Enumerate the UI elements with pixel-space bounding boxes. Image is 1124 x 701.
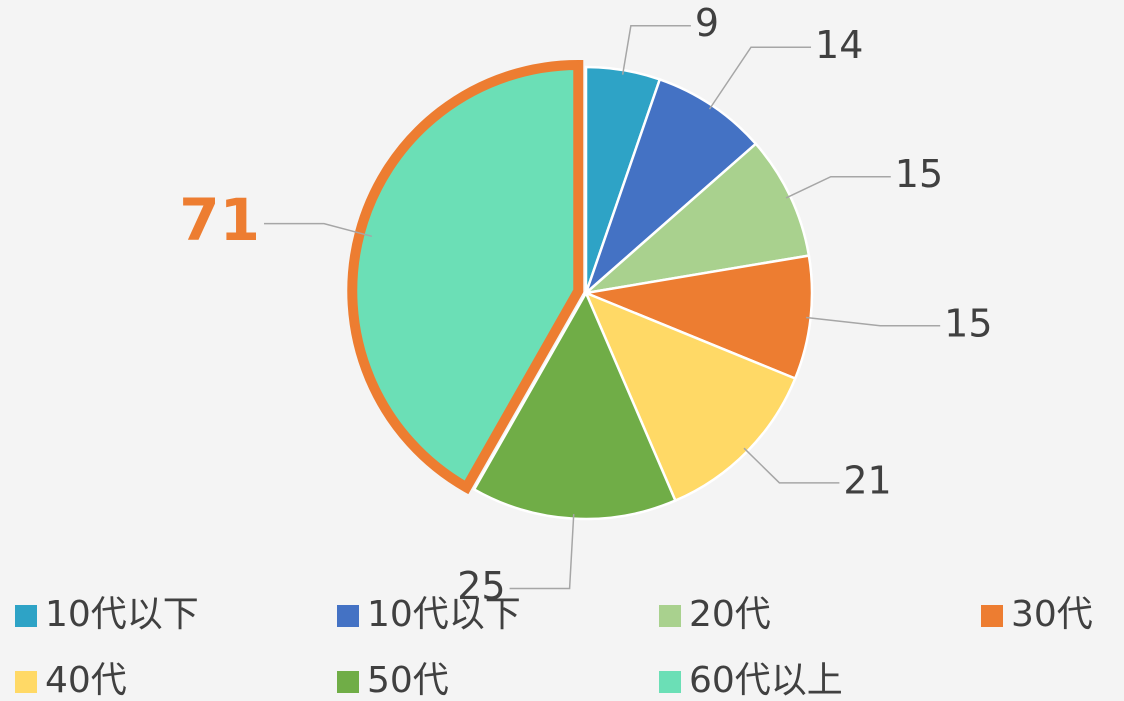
legend-swatch — [659, 671, 681, 693]
legend-label: 20代 — [689, 594, 771, 635]
legend-swatch — [15, 671, 37, 693]
legend-label: 10代以下 — [45, 594, 199, 635]
leader-line — [806, 316, 941, 327]
legend-label: 60代以上 — [689, 660, 843, 701]
leader-line — [621, 24, 691, 75]
data-label: 21 — [843, 458, 891, 502]
leader-line — [264, 222, 373, 238]
legend-label: 10代以下 — [367, 594, 521, 635]
data-label: 14 — [815, 23, 863, 67]
leader-line — [743, 447, 840, 484]
legend-swatch — [981, 605, 1003, 627]
legend-swatch — [659, 605, 681, 627]
legend-label: 40代 — [45, 660, 127, 701]
legend-swatch — [15, 605, 37, 627]
data-label: 71 — [179, 186, 260, 254]
legend-label: 30代 — [1011, 594, 1093, 635]
legend-swatch — [337, 605, 359, 627]
legend-swatch — [337, 671, 359, 693]
leader-line — [708, 46, 812, 110]
data-label: 9 — [695, 1, 719, 45]
data-label: 15 — [895, 152, 943, 196]
data-label: 25 — [457, 564, 505, 608]
leader-line — [785, 175, 891, 199]
leader-line — [509, 514, 575, 590]
legend-label: 50代 — [367, 660, 449, 701]
data-label: 15 — [944, 301, 992, 345]
